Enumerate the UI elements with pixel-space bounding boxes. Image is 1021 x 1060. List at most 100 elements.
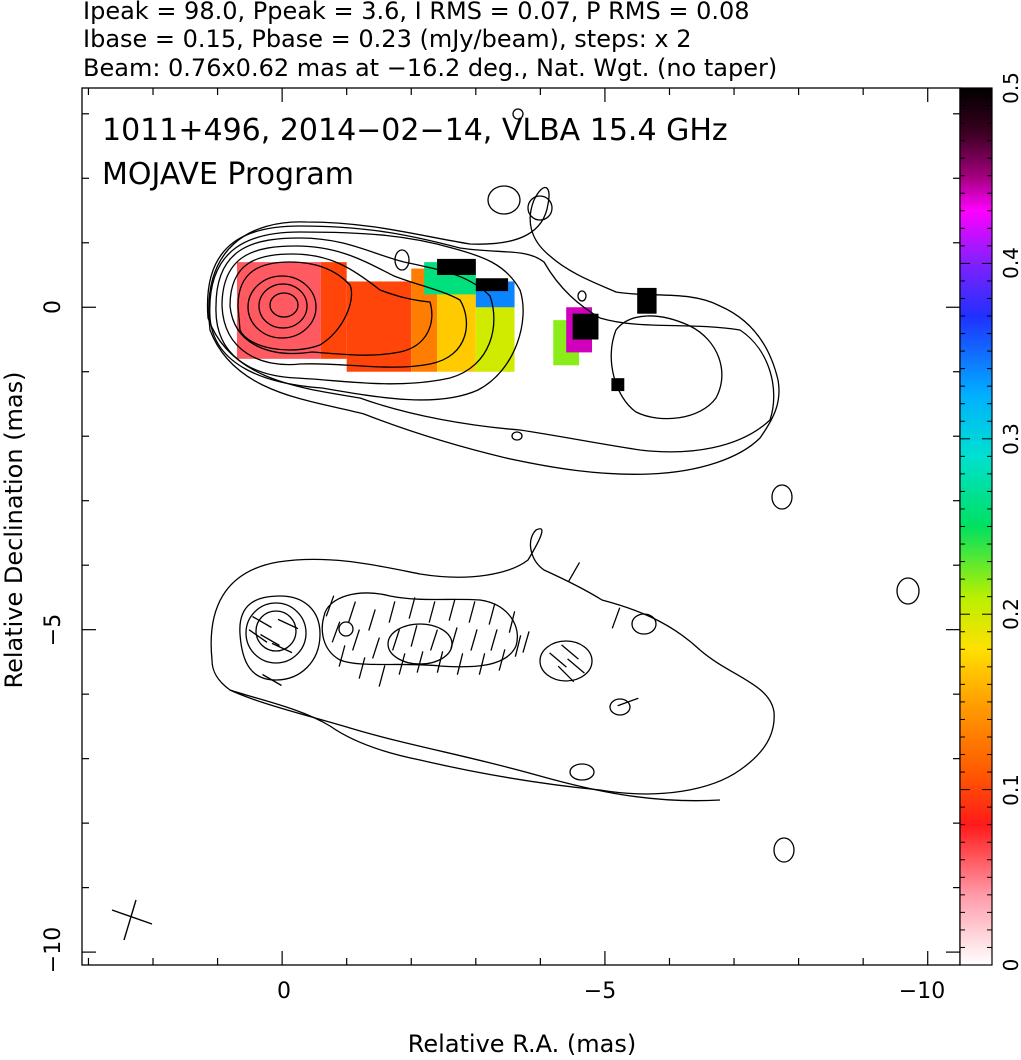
evpa-ticks [248, 562, 639, 707]
evpa-tick-13 [371, 637, 381, 659]
header-line-3: Beam: 0.76x0.62 mas at −16.2 deg., Nat. … [83, 54, 777, 82]
evpa-tick-23 [436, 651, 444, 673]
colorbar [959, 87, 993, 966]
contour-core-4 [237, 261, 353, 351]
evpa-tick-15 [388, 601, 396, 623]
y-tick-label-2: −10 [41, 927, 66, 973]
evpa-tick-28 [470, 629, 478, 651]
evpa-tick-4 [277, 618, 299, 630]
evpa-tick-37 [561, 644, 579, 660]
evpa-tick-32 [498, 649, 506, 671]
colorbar-label-3: 0.3 [999, 423, 1021, 455]
contour-p-core-1 [255, 610, 297, 652]
evpa-tick-30 [488, 603, 496, 625]
evpa-tick-6 [325, 595, 335, 617]
evpa-tick-17 [398, 653, 406, 675]
evpa-tick-14 [378, 665, 386, 687]
contour-jet-6 [221, 245, 468, 368]
evpa-tick-9 [347, 601, 357, 623]
contour-core-1 [269, 292, 299, 318]
contour-p-jet-1 [321, 592, 518, 668]
contour-p-blob-2 [631, 613, 657, 635]
evpa-tick-27 [468, 601, 476, 623]
plot-area [206, 108, 920, 863]
y-tick-label-0: 0 [41, 300, 66, 314]
evpa-tick-7 [331, 621, 341, 643]
evpa-tick-21 [428, 601, 436, 623]
y-axis-label: Relative Declination (mas) [0, 371, 28, 688]
contour-p-blob-1 [539, 640, 593, 682]
contour-jet-8 [209, 231, 524, 401]
evpa-tick-29 [478, 653, 486, 675]
evpa-tick-10 [351, 629, 361, 651]
contour-p-core-2 [245, 602, 307, 664]
evpa-tick-1 [260, 633, 280, 647]
evpa-tick-12 [368, 609, 376, 631]
polarization-region-4 [437, 281, 476, 372]
contour-outer-10 [208, 187, 780, 475]
contour-blob-3 [771, 484, 793, 510]
contour-p-core-3 [239, 595, 321, 681]
evpa-tick-25 [450, 627, 458, 649]
x-tick-label-1: −5 [584, 979, 616, 1004]
colorbar-label-2: 0.2 [999, 598, 1021, 630]
colorbar-ticks [960, 87, 992, 966]
evpa-tick-5 [262, 673, 282, 687]
evpa-tick-31 [490, 629, 498, 651]
contour-p-jet-3 [338, 621, 354, 637]
lower-contours [210, 528, 920, 863]
evpa-tick-3 [248, 629, 268, 643]
evpa-tick-8 [338, 645, 346, 667]
evpa-tick-18 [408, 597, 416, 619]
x-tick-label-0: 0 [277, 979, 291, 1004]
evpa-tick-20 [416, 651, 424, 673]
colorbar-label-5: 0.5 [999, 72, 1021, 104]
polarization-region-2 [346, 281, 412, 372]
evpa-tick-22 [429, 629, 439, 651]
contour-blob-2 [527, 195, 553, 221]
contour-blob-4 [394, 249, 410, 271]
contour-p-blob-4 [569, 763, 595, 781]
program-label: MOJAVE Program [102, 157, 354, 192]
contour-outer-9 [206, 225, 775, 453]
x-axis-label: Relative R.A. (mas) [408, 1030, 636, 1058]
evpa-tick-2 [271, 642, 293, 654]
header-line-2: Ibase = 0.15, Pbase = 0.23 (mJy/beam), s… [83, 25, 692, 53]
beam-marker [111, 899, 153, 941]
evpa-tick-42 [617, 697, 639, 707]
axis-ticks [82, 88, 960, 965]
upper-contours [206, 108, 793, 510]
evpa-tick-24 [448, 599, 456, 621]
polarization-region-13 [637, 287, 657, 314]
contour-outer-11 [610, 315, 723, 420]
polarization-heatmap [236, 258, 657, 392]
evpa-tick-26 [456, 653, 464, 675]
evpa-tick-11 [358, 657, 366, 679]
colorbar-label-4: 0.4 [999, 247, 1021, 279]
x-tick-label-2: −10 [899, 979, 945, 1004]
contour-core-3 [247, 275, 317, 339]
evpa-tick-38 [557, 665, 575, 683]
evpa-tick-39 [567, 658, 585, 674]
evpa-tick-34 [514, 635, 522, 657]
contour-blob-7 [577, 290, 587, 302]
contour-p-blob-6 [896, 577, 920, 605]
polarization-region-1 [320, 262, 347, 359]
source-label: 1011+496, 2014−02−14, VLBA 15.4 GHz [102, 113, 728, 148]
contour-p-jet-2 [387, 623, 453, 665]
contour-jet-7 [215, 237, 495, 385]
contour-jet-5 [229, 253, 433, 356]
polarization-region-12 [572, 313, 599, 340]
colorbar-label-1: 0.1 [999, 774, 1021, 806]
contour-p-outer-2 [229, 689, 721, 802]
contour-blob-1 [487, 185, 521, 215]
y-tick-label-1: −5 [41, 614, 66, 646]
evpa-tick-0 [252, 615, 272, 629]
evpa-tick-40 [567, 562, 581, 582]
contour-blob-6 [512, 108, 524, 120]
evpa-tick-19 [410, 625, 418, 647]
contour-p-blob-5 [773, 837, 795, 863]
polarization-region-11 [475, 278, 509, 292]
colorbar-label-0: 0 [999, 959, 1021, 972]
